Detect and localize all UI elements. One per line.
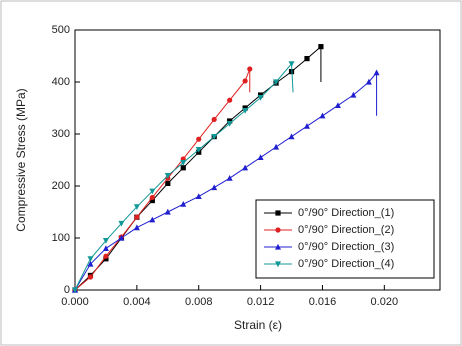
marker [180, 201, 187, 207]
marker [180, 160, 187, 166]
marker [149, 216, 156, 223]
marker [242, 164, 249, 171]
marker [211, 116, 217, 123]
x-tick-label: 0.012 [247, 296, 275, 308]
x-axis-label: Strain (ε) [234, 318, 282, 332]
marker [149, 188, 156, 195]
y-tick-label: 500 [52, 24, 70, 36]
legend-label: 0°/90° Direction_(1) [298, 207, 394, 219]
marker [319, 112, 326, 119]
marker [103, 256, 109, 262]
marker [275, 261, 281, 268]
y-axis-label: Compressive Stress (MPa) [14, 88, 28, 231]
marker [242, 108, 249, 114]
plot-frame [74, 29, 441, 291]
marker [275, 243, 281, 250]
marker [334, 102, 341, 108]
marker [373, 69, 380, 76]
marker [102, 238, 109, 244]
x-tick-label: 0.004 [123, 296, 151, 308]
marker [103, 253, 109, 259]
marker [87, 274, 94, 280]
marker [242, 78, 248, 84]
marker [273, 143, 280, 150]
marker [211, 184, 218, 191]
marker [350, 91, 357, 98]
marker [149, 197, 155, 204]
marker [211, 134, 218, 140]
x-tick-label: 0.020 [371, 296, 399, 308]
marker [303, 123, 310, 129]
x-tick-label: 0.016 [309, 296, 337, 308]
marker [180, 165, 186, 171]
marker [195, 193, 202, 199]
x-tick-label: 0.000 [61, 296, 89, 308]
marker [275, 210, 281, 216]
y-tick-label: 300 [52, 128, 70, 140]
marker [273, 79, 280, 86]
marker [118, 234, 125, 241]
legend-label: 0°/90° Direction_(3) [298, 241, 394, 253]
marker [87, 256, 94, 262]
marker [318, 44, 324, 50]
marker [257, 95, 264, 101]
marker [247, 66, 253, 72]
marker [288, 61, 295, 67]
y-tick-label: 400 [52, 76, 70, 88]
marker [149, 194, 155, 201]
series-line [74, 71, 378, 291]
marker [102, 245, 109, 251]
marker [195, 147, 202, 153]
series-line [74, 62, 294, 291]
marker [257, 154, 264, 160]
marker [196, 136, 202, 142]
marker [133, 204, 140, 210]
marker [226, 121, 233, 127]
marker [227, 97, 233, 103]
marker [365, 78, 372, 85]
marker [226, 175, 233, 181]
marker [87, 260, 94, 267]
marker [134, 214, 140, 220]
y-tick-label: 0 [64, 284, 70, 296]
marker [164, 173, 171, 179]
marker [275, 227, 281, 233]
marker [165, 180, 171, 186]
y-tick-label: 200 [52, 180, 70, 192]
marker [133, 224, 140, 231]
marker [304, 56, 310, 62]
x-tick-label: 0.008 [185, 296, 213, 308]
legend-label: 0°/90° Direction_(2) [298, 224, 394, 236]
y-tick-label: 100 [52, 232, 70, 244]
marker [288, 133, 295, 140]
marker [72, 287, 78, 294]
legend-label: 0°/90° Direction_(4) [298, 258, 394, 270]
marker [164, 208, 171, 215]
marker [118, 220, 125, 227]
